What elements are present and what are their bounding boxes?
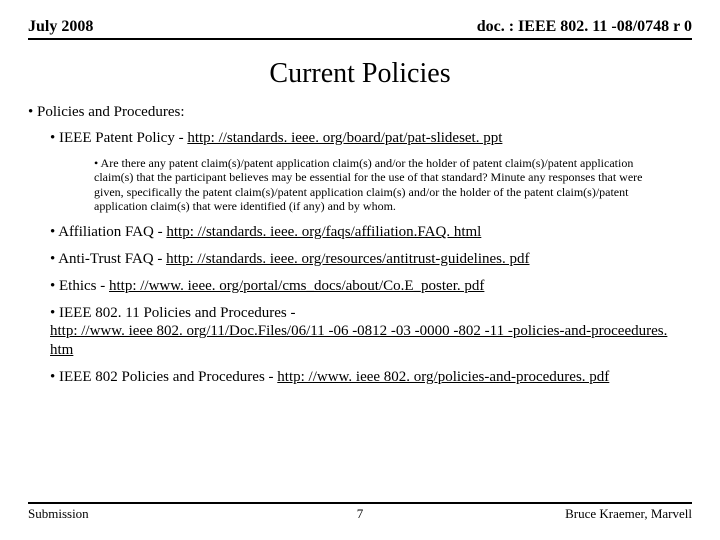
header-date: July 2008 — [28, 18, 93, 36]
footer-submission: Submission — [28, 506, 89, 522]
bullet-802-policies: • IEEE 802 Policies and Procedures - htt… — [50, 368, 692, 387]
patent-detail-text: Are there any patent claim(s)/patent app… — [94, 156, 642, 213]
p802-label: IEEE 802 Policies and Procedures - — [59, 369, 277, 385]
affiliation-label: Affiliation FAQ - — [58, 224, 166, 240]
header-bar: July 2008 doc. : IEEE 802. 11 -08/0748 r… — [28, 18, 692, 40]
antitrust-label: Anti-Trust FAQ - — [58, 251, 166, 267]
bullet-antitrust: • Anti-Trust FAQ - http: //standards. ie… — [50, 250, 692, 269]
bullet-policies-procedures: Policies and Procedures: — [28, 104, 692, 121]
affiliation-link[interactable]: http: //standards. ieee. org/faqs/affili… — [166, 224, 481, 240]
ethics-label: Ethics - — [59, 278, 109, 294]
patent-policy-link[interactable]: http: //standards. ieee. org/board/pat/p… — [187, 130, 502, 146]
header-docnum: doc. : IEEE 802. 11 -08/0748 r 0 — [477, 18, 692, 36]
footer-bar: Submission 7 Bruce Kraemer, Marvell — [28, 502, 692, 522]
bullet-patent-detail: • Are there any patent claim(s)/patent a… — [94, 156, 672, 214]
slide-page: July 2008 doc. : IEEE 802. 11 -08/0748 r… — [0, 0, 720, 540]
page-title: Current Policies — [28, 58, 692, 90]
antitrust-link[interactable]: http: //standards. ieee. org/resources/a… — [166, 251, 529, 267]
bullet-patent-policy: • IEEE Patent Policy - http: //standards… — [50, 129, 692, 148]
bullet-affiliation: • Affiliation FAQ - http: //standards. i… — [50, 223, 692, 242]
ethics-link[interactable]: http: //www. ieee. org/portal/cms_docs/a… — [109, 278, 484, 294]
bullet-ethics: • Ethics - http: //www. ieee. org/portal… — [50, 277, 692, 296]
bullet-80211-policies: • IEEE 802. 11 Policies and Procedures -… — [50, 304, 692, 360]
p802-link[interactable]: http: //www. ieee 802. org/policies-and-… — [277, 369, 609, 385]
p80211-link[interactable]: http: //www. ieee 802. org/11/Doc.Files/… — [50, 323, 667, 358]
footer-author: Bruce Kraemer, Marvell — [565, 506, 692, 522]
p80211-label: IEEE 802. 11 Policies and Procedures - — [59, 305, 295, 321]
patent-policy-label: IEEE Patent Policy - — [59, 130, 187, 146]
